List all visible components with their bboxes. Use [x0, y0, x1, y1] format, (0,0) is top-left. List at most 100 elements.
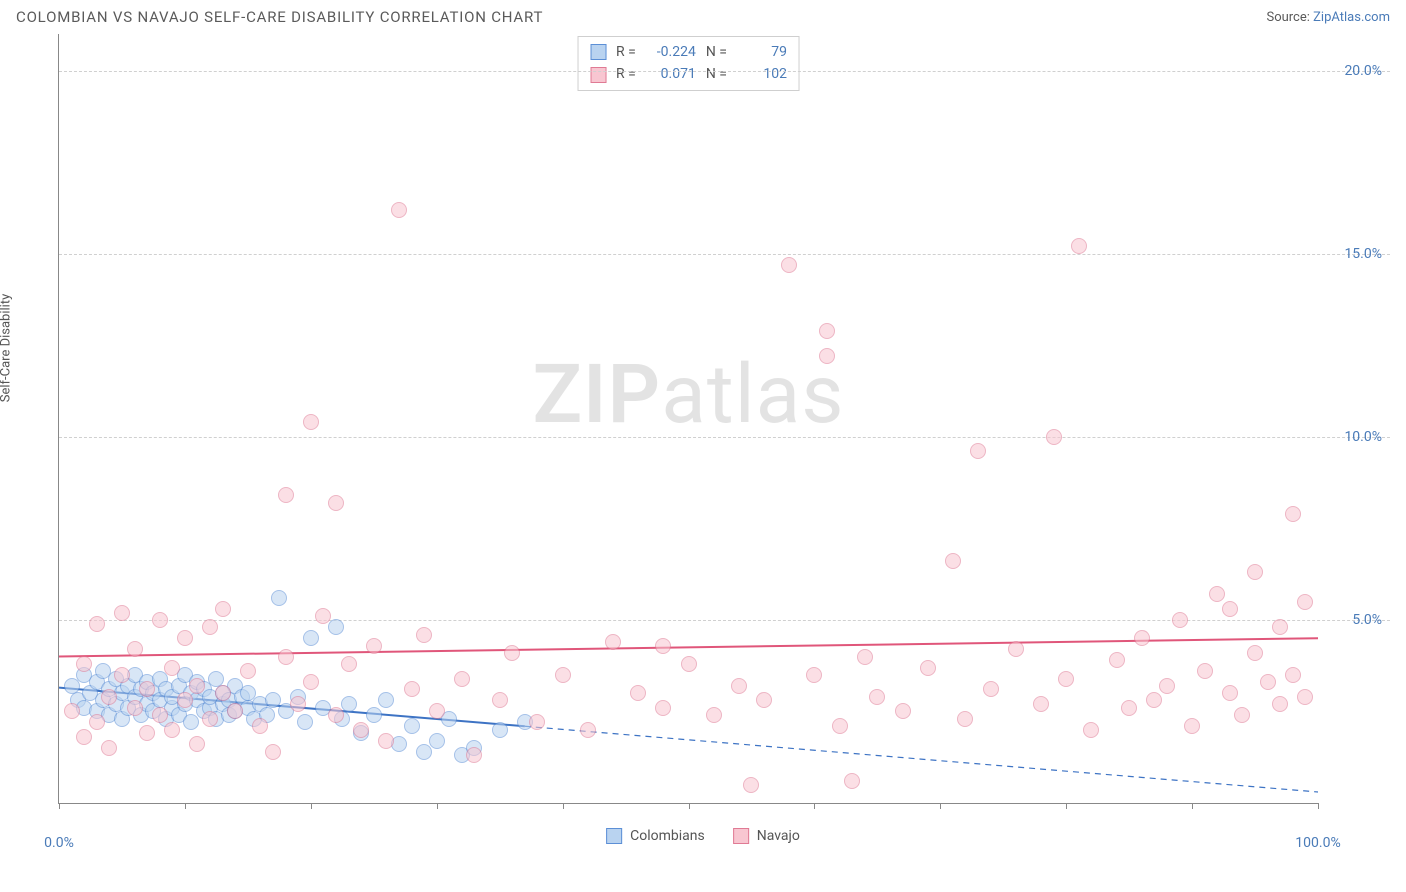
data-point — [353, 722, 369, 738]
chart-header: COLOMBIAN VS NAVAJO SELF-CARE DISABILITY… — [0, 0, 1406, 30]
data-point — [139, 725, 155, 741]
legend-item-1: Colombians — [606, 828, 705, 844]
data-point — [1234, 707, 1250, 723]
data-point — [297, 714, 313, 730]
data-point — [529, 714, 545, 730]
data-point — [1046, 429, 1062, 445]
legend-swatch-1 — [606, 828, 622, 844]
chart-container: Self-Care Disability ZIPatlas R = -0.224… — [16, 34, 1390, 864]
data-point — [227, 703, 243, 719]
data-point — [1071, 238, 1087, 254]
data-point — [1184, 718, 1200, 734]
data-point — [1272, 696, 1288, 712]
data-point — [857, 649, 873, 665]
x-tick — [563, 803, 564, 809]
data-point — [315, 608, 331, 624]
gridline — [59, 620, 1390, 621]
data-point — [504, 645, 520, 661]
x-tick — [59, 803, 60, 809]
data-point — [555, 667, 571, 683]
data-point — [454, 671, 470, 687]
x-tick — [940, 803, 941, 809]
data-point — [655, 700, 671, 716]
data-point — [819, 323, 835, 339]
x-tick-label: 0.0% — [44, 835, 74, 851]
data-point — [177, 692, 193, 708]
r-label: R = — [616, 63, 636, 85]
data-point — [189, 736, 205, 752]
data-point — [681, 656, 697, 672]
data-point — [869, 689, 885, 705]
legend-item-2: Navajo — [733, 828, 800, 844]
data-point — [101, 740, 117, 756]
legend-swatch-2 — [733, 828, 749, 844]
data-point — [895, 703, 911, 719]
data-point — [152, 612, 168, 628]
n-value-2: 102 — [737, 63, 787, 85]
x-tick — [185, 803, 186, 809]
data-point — [492, 692, 508, 708]
data-point — [202, 711, 218, 727]
x-tick-label: 100.0% — [1295, 835, 1340, 851]
stats-row-1: R = -0.224 N = 79 — [590, 41, 787, 63]
data-point — [806, 667, 822, 683]
r-value-1: -0.224 — [646, 41, 696, 63]
data-point — [328, 619, 344, 635]
stats-legend: R = -0.224 N = 79 R = 0.071 N = 102 — [577, 36, 800, 91]
data-point — [303, 414, 319, 430]
data-point — [366, 638, 382, 654]
data-point — [177, 630, 193, 646]
data-point — [706, 707, 722, 723]
data-point — [278, 487, 294, 503]
x-tick — [311, 803, 312, 809]
data-point — [1297, 594, 1313, 610]
data-point — [1109, 652, 1125, 668]
data-point — [1222, 601, 1238, 617]
data-point — [101, 689, 117, 705]
gridline — [59, 437, 1390, 438]
data-point — [429, 733, 445, 749]
plot-area: ZIPatlas R = -0.224 N = 79 R = 0.071 N =… — [58, 34, 1318, 804]
data-point — [781, 257, 797, 273]
r-value-2: 0.071 — [646, 63, 696, 85]
y-tick-label: 10.0% — [1344, 429, 1382, 445]
data-point — [152, 707, 168, 723]
data-point — [945, 553, 961, 569]
y-tick-label: 5.0% — [1352, 612, 1382, 628]
watermark: ZIPatlas — [532, 347, 844, 443]
data-point — [89, 714, 105, 730]
data-point — [630, 685, 646, 701]
data-point — [64, 703, 80, 719]
data-point — [303, 674, 319, 690]
n-value-1: 79 — [737, 41, 787, 63]
data-point — [1247, 645, 1263, 661]
data-point — [416, 627, 432, 643]
y-axis-label: Self-Care Disability — [0, 294, 14, 402]
x-tick — [1192, 803, 1193, 809]
source-prefix: Source: — [1266, 10, 1313, 25]
data-point — [756, 692, 772, 708]
y-tick-label: 15.0% — [1344, 246, 1382, 262]
stats-row-2: R = 0.071 N = 102 — [590, 63, 787, 85]
data-point — [1285, 667, 1301, 683]
x-tick — [1066, 803, 1067, 809]
data-point — [1058, 671, 1074, 687]
data-point — [1209, 586, 1225, 602]
data-point — [252, 718, 268, 734]
data-point — [328, 495, 344, 511]
data-point — [404, 681, 420, 697]
data-point — [1008, 641, 1024, 657]
data-point — [1260, 674, 1276, 690]
data-point — [378, 733, 394, 749]
x-tick — [689, 803, 690, 809]
source-link[interactable]: ZipAtlas.com — [1313, 10, 1390, 25]
legend-label-2: Navajo — [757, 828, 800, 844]
data-point — [492, 722, 508, 738]
data-point — [139, 681, 155, 697]
data-point — [1297, 689, 1313, 705]
data-point — [466, 747, 482, 763]
n-label: N = — [706, 41, 727, 63]
data-point — [1159, 678, 1175, 694]
data-point — [1121, 700, 1137, 716]
data-point — [1083, 722, 1099, 738]
